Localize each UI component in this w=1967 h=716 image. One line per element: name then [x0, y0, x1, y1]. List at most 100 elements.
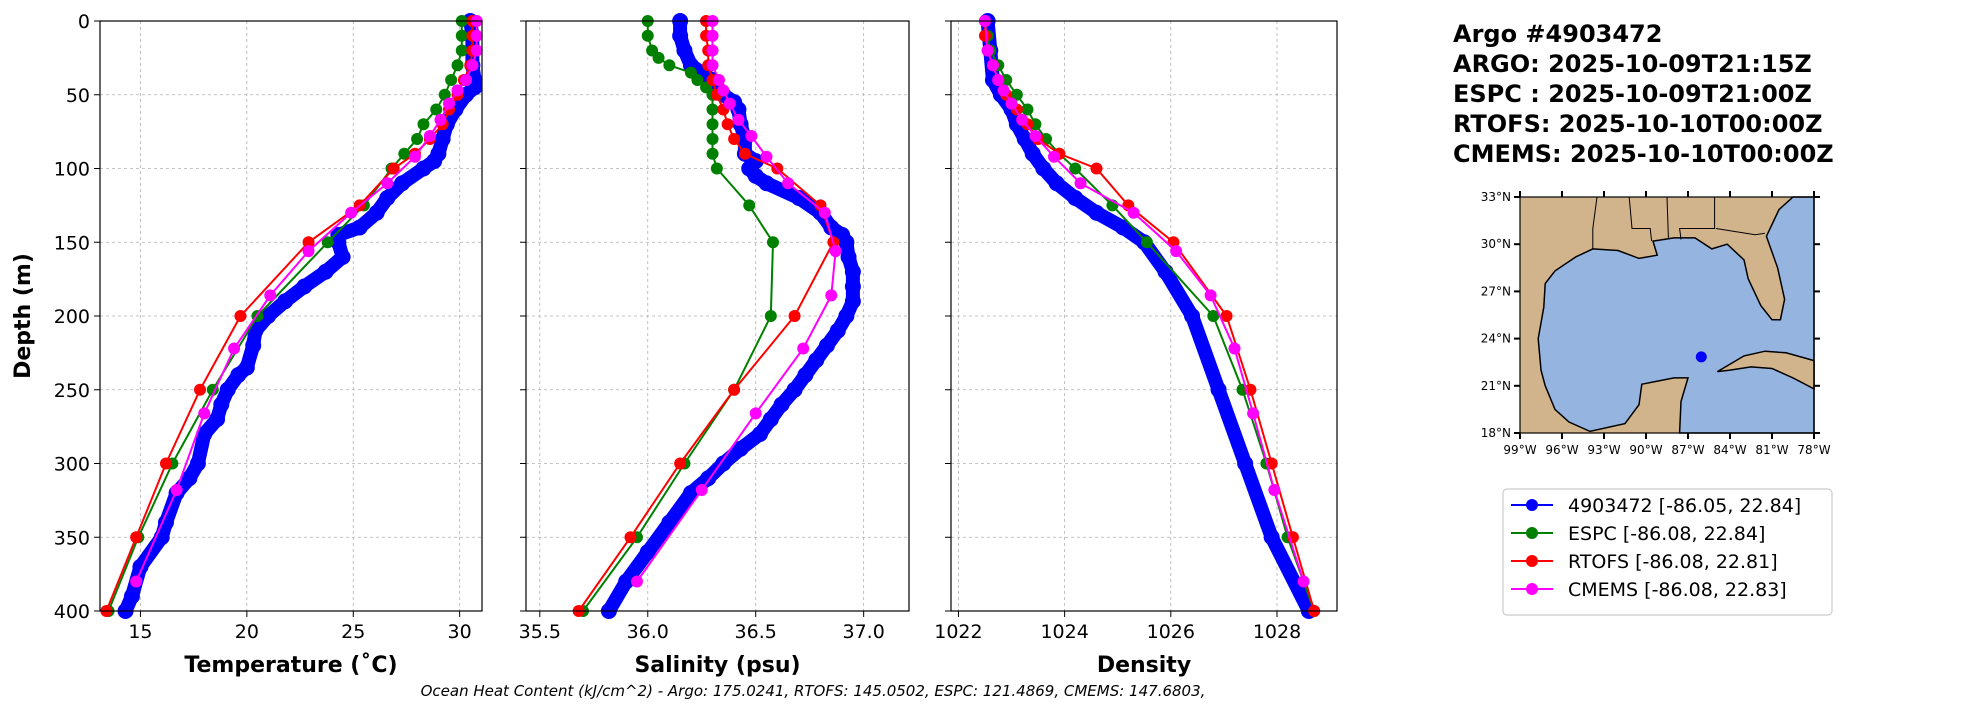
argo-location-marker: [1695, 351, 1707, 363]
data-point-rtofs: [234, 310, 247, 322]
data-point-cmems: [818, 206, 831, 219]
map-lon-label: 99°W: [1503, 443, 1536, 457]
data-point-cmems: [1247, 407, 1260, 420]
data-point-espc: [706, 103, 719, 116]
map-state-border: [1592, 196, 1598, 249]
legend-box: [1502, 488, 1833, 616]
data-point-espc: [417, 118, 430, 131]
data-point-espc: [764, 310, 777, 322]
data-point-rtofs: [159, 457, 172, 470]
series-line-cmems: [135, 21, 478, 582]
data-point-rtofs: [738, 147, 751, 160]
data-point-espc: [706, 118, 719, 131]
legend-label: RTOFS [-86.08, 22.81]: [1568, 551, 1778, 573]
data-point-espc: [455, 44, 468, 57]
series-markers-argo: [602, 21, 860, 615]
y-tick-label: 300: [54, 454, 90, 476]
series-markers-argo: [119, 20, 482, 614]
map-state-border: [1679, 197, 1716, 240]
map-lon-label: 90°W: [1629, 443, 1662, 457]
x-tick-label: 37.0: [843, 621, 885, 643]
data-point-espc: [430, 103, 443, 116]
map-lon-label: 81°W: [1755, 443, 1788, 457]
map-lon-label: 84°W: [1713, 443, 1746, 457]
data-point-cmems: [1268, 484, 1281, 497]
data-point-cmems: [228, 342, 241, 355]
x-tick-label: 20: [235, 621, 259, 643]
data-point-espc: [321, 236, 334, 249]
data-point-espc: [706, 147, 719, 160]
data-point-cmems: [695, 484, 708, 497]
x-tick-label: 25: [341, 621, 365, 643]
data-point-cmems: [434, 113, 447, 126]
data-point-cmems: [466, 59, 479, 72]
y-tick-label: 350: [54, 527, 90, 549]
x-tick-label: 30: [448, 621, 472, 643]
data-point-espc: [1140, 236, 1153, 249]
data-point-cmems: [1127, 206, 1140, 219]
data-point-cmems: [130, 575, 143, 588]
data-point-cmems: [732, 113, 745, 126]
ohc-caption: Ocean Heat Content (kJ/cm^2) - Argo: 175…: [421, 682, 1206, 700]
data-point-cmems: [749, 407, 762, 420]
title-line: CMEMS: 2025-10-10T00:00Z: [1453, 140, 1834, 168]
legend-label: 4903472 [-86.05, 22.84]: [1568, 495, 1801, 517]
data-point-cmems: [760, 150, 773, 163]
y-tick-label: 100: [54, 159, 90, 181]
profile-panels: 15 20 25 30050100150200250300350400Temperat…: [11, 11, 1338, 678]
map-state-border: [1628, 196, 1653, 242]
data-point-cmems: [302, 245, 315, 258]
data-point-espc: [710, 162, 723, 175]
data-point-cmems: [1016, 113, 1029, 126]
data-point-espc: [398, 147, 411, 160]
map-lat-label: 27°N: [1481, 284, 1511, 298]
data-point-cmems: [981, 44, 994, 57]
title-line: ESPC : 2025-10-09T21:00Z: [1453, 80, 1812, 108]
legend-marker-espc: [1526, 527, 1538, 539]
data-point-cmems: [423, 130, 436, 143]
map-lat-label: 30°N: [1481, 237, 1511, 251]
x-axis-label: Temperature (˚C): [184, 653, 397, 678]
data-point-cmems: [1297, 575, 1310, 588]
data-point-espc: [691, 74, 704, 86]
map-lat-label: 33°N: [1481, 190, 1511, 204]
data-point-rtofs: [728, 383, 741, 396]
data-point-cmems: [451, 84, 464, 97]
data-point-espc: [1010, 88, 1023, 101]
legend-marker-argo: [1526, 499, 1538, 511]
title-line: Argo #4903472: [1453, 20, 1662, 48]
data-point-cmems: [745, 130, 758, 143]
panel-1: 35.5 36.0 36.5 37.0 Salinity (psu): [519, 13, 910, 678]
data-point-rtofs: [721, 118, 734, 131]
data-point-cmems: [997, 84, 1010, 97]
data-point-cmems: [198, 407, 211, 420]
legend-label: ESPC [-86.08, 22.84]: [1568, 523, 1765, 545]
data-point-cmems: [706, 59, 719, 72]
data-point-cmems: [717, 84, 730, 97]
map-lon-label: 93°W: [1587, 443, 1620, 457]
data-point-espc: [451, 59, 464, 72]
data-point-cmems: [345, 206, 358, 219]
data-point-espc: [766, 236, 779, 249]
data-point-rtofs: [387, 162, 400, 175]
title-line: ARGO: 2025-10-09T21:15Z: [1453, 50, 1812, 78]
panel-0: 15 20 25 30050100150200250300350400Temperat…: [11, 11, 483, 678]
data-point-espc: [445, 74, 458, 86]
x-tick-label: 36.0: [627, 621, 669, 643]
y-tick-label: 400: [54, 601, 90, 623]
data-point-espc: [706, 133, 719, 145]
data-point-cmems: [986, 59, 999, 72]
y-axis-label: Depth (m): [11, 253, 36, 379]
x-axis-label: Density: [1097, 653, 1191, 678]
data-point-cmems: [829, 245, 842, 258]
x-tick-label: 36.5: [735, 621, 777, 643]
data-point-cmems: [1228, 342, 1241, 355]
data-point-rtofs: [674, 457, 687, 470]
data-point-cmems: [1048, 150, 1061, 163]
data-point-rtofs: [624, 531, 637, 544]
x-tick-label: 1026: [1147, 621, 1195, 643]
map-lat-label: 18°N: [1481, 426, 1511, 440]
x-tick-label: 15: [128, 621, 152, 643]
data-point-cmems: [992, 74, 1005, 86]
data-point-rtofs: [788, 310, 801, 322]
